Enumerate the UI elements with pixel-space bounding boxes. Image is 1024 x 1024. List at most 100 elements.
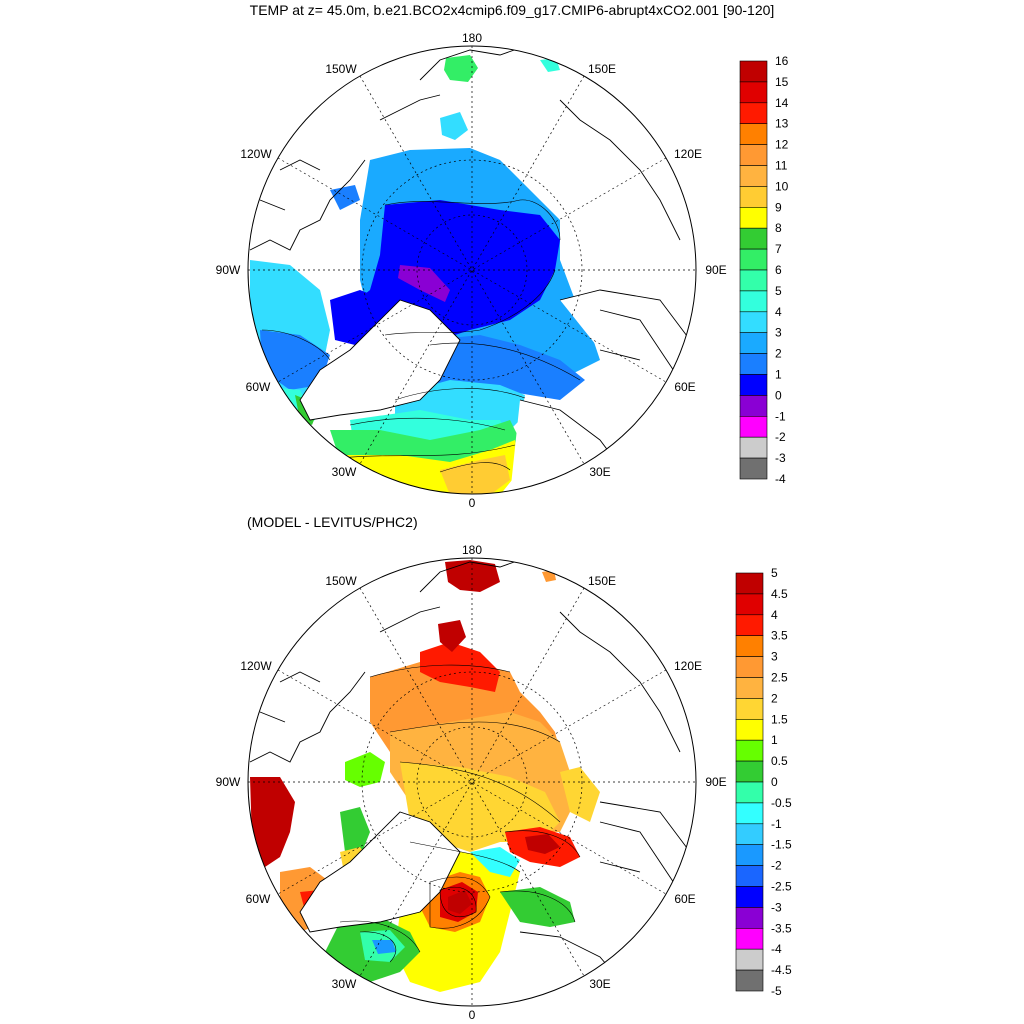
colorbar-swatch — [735, 677, 764, 699]
lon-label-90w: 90W — [216, 775, 241, 789]
colorbar-label: 9 — [775, 200, 782, 214]
colorbar-swatch — [735, 760, 764, 783]
colorbar-label: 0.5 — [771, 754, 788, 768]
lon-label-90w: 90W — [216, 263, 241, 277]
lon-label-150e: 150E — [588, 62, 616, 76]
colorbar-swatch — [739, 415, 768, 438]
colorbar-label: -3 — [775, 451, 786, 465]
lon-label-60w: 60W — [246, 892, 271, 906]
colorbar-label: 13 — [775, 117, 789, 131]
colorbar-label: 1.5 — [771, 712, 788, 726]
colorbar-label: 7 — [775, 242, 782, 256]
colorbar-label: 14 — [775, 96, 789, 110]
colorbar-label: -2.5 — [771, 880, 792, 894]
colorbar-swatch — [739, 144, 768, 166]
difference-field — [250, 560, 690, 1006]
colorbar-swatch — [735, 656, 764, 678]
lon-label-30e: 30E — [589, 977, 610, 991]
difference-colorbar: 5 4.5 4 3.5 3 2.5 2 1.5 1 0.5 0 -0.5 -1 -1.5 -2 -2.5 -3 -… — [735, 566, 792, 998]
lon-label-150w: 150W — [325, 62, 357, 76]
lon-label-0: 0 — [469, 496, 476, 510]
colorbar-label: 16 — [775, 54, 789, 68]
colorbar-swatch — [739, 353, 768, 375]
colorbar-label: -2 — [771, 859, 782, 873]
colorbar-swatch — [739, 311, 768, 333]
colorbar-swatch — [735, 719, 764, 741]
colorbar-swatch — [735, 781, 764, 804]
colorbar-label: 12 — [775, 138, 789, 152]
colorbar-label: 5 — [775, 284, 782, 298]
lon-label-30w: 30W — [332, 465, 357, 479]
colorbar-label: -2 — [775, 430, 786, 444]
difference-contours — [339, 664, 581, 963]
colorbar-swatch — [735, 614, 764, 637]
colorbar-swatch — [735, 635, 764, 657]
temperature-map: 180 150W 150E 120W 120E 90W 90E 60W 60E … — [216, 31, 789, 510]
plot-title: TEMP at z= 45.0m, b.e21.BCO2x4cmip6.f09_… — [249, 2, 775, 18]
colorbar-label: 0 — [775, 388, 782, 402]
difference-map: 180 150W 150E 120W 120E 90W 90E 60W 60E … — [216, 543, 792, 1022]
lon-label-60w: 60W — [246, 380, 271, 394]
colorbar-label: 3 — [771, 650, 778, 664]
colorbar-swatch — [735, 802, 764, 825]
colorbar-swatch — [739, 290, 768, 313]
colorbar-label: -3 — [771, 900, 782, 914]
colorbar-label: 6 — [775, 263, 782, 277]
colorbar-swatch — [739, 102, 768, 125]
colorbar-label: 3.5 — [771, 629, 788, 643]
colorbar-swatch — [735, 593, 764, 616]
colorbar-swatch — [739, 248, 768, 271]
colorbar-swatch — [739, 186, 768, 208]
colorbar-swatch — [739, 269, 768, 292]
lon-label-180: 180 — [462, 31, 482, 45]
colorbar-label: 4 — [771, 608, 778, 622]
colorbar-swatch — [735, 739, 764, 762]
lon-label-120e: 120E — [674, 147, 702, 161]
colorbar-label: 2 — [775, 347, 782, 361]
colorbar-swatch — [735, 907, 764, 929]
lon-label-180: 180 — [462, 543, 482, 557]
temperature-contours — [261, 199, 581, 473]
colorbar-label: 4 — [775, 305, 782, 319]
colorbar-label: 3 — [775, 326, 782, 340]
colorbar-swatch — [735, 844, 764, 866]
colorbar-swatch — [739, 165, 768, 187]
lon-label-90e: 90E — [705, 263, 726, 277]
colorbar-swatch — [735, 886, 764, 908]
colorbar-swatch — [739, 374, 768, 396]
colorbar-label: 1 — [771, 733, 778, 747]
lon-label-150w: 150W — [325, 574, 357, 588]
colorbar-label: 5 — [771, 566, 778, 580]
colorbar-label: 8 — [775, 221, 782, 235]
lon-label-150e: 150E — [588, 574, 616, 588]
lon-label-60e: 60E — [674, 892, 695, 906]
difference-subtitle: (MODEL - LEVITUS/PHC2) — [247, 514, 418, 530]
colorbar-swatch — [739, 457, 768, 480]
colorbar-label: -1.5 — [771, 838, 792, 852]
colorbar-swatch — [739, 123, 768, 145]
colorbar-swatch — [739, 81, 768, 104]
lon-label-120w: 120W — [240, 659, 272, 673]
colorbar-label: -1 — [775, 409, 786, 423]
colorbar-swatch — [739, 227, 768, 250]
lon-label-0: 0 — [469, 1008, 476, 1022]
colorbar-label: 15 — [775, 75, 789, 89]
colorbar-label: -0.5 — [771, 796, 792, 810]
colorbar-label: 4.5 — [771, 587, 788, 601]
lon-label-120w: 120W — [240, 147, 272, 161]
lon-label-30e: 30E — [589, 465, 610, 479]
colorbar-swatch — [735, 865, 764, 887]
lon-label-120e: 120E — [674, 659, 702, 673]
colorbar-label: 10 — [775, 179, 789, 193]
colorbar-swatch — [739, 332, 768, 354]
colorbar-swatch — [739, 436, 768, 459]
colorbar-swatch — [735, 927, 764, 950]
lon-label-90e: 90E — [705, 775, 726, 789]
colorbar-swatch — [739, 207, 768, 229]
colorbar-label: -5 — [771, 984, 782, 998]
colorbar-swatch — [739, 60, 768, 83]
colorbar-label: -4 — [771, 942, 782, 956]
lon-label-30w: 30W — [332, 977, 357, 991]
colorbar-swatch — [735, 572, 764, 595]
